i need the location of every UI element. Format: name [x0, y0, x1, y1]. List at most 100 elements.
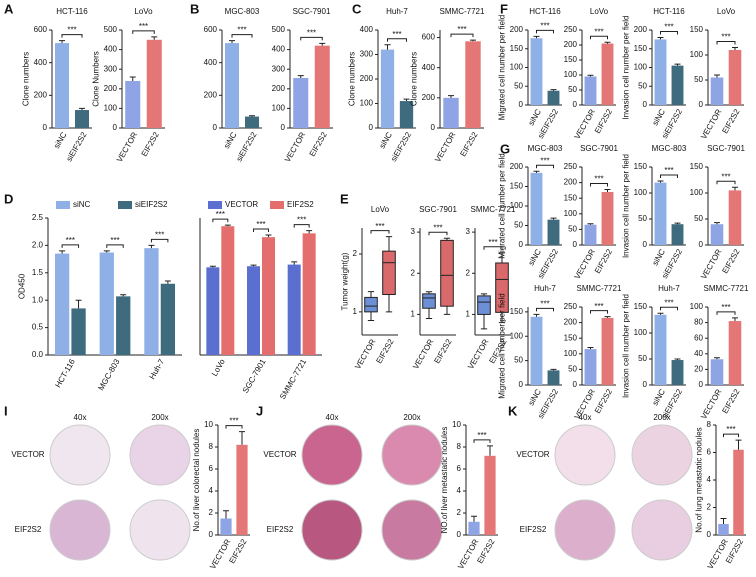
significance-bracket: [61, 244, 80, 248]
error-bar: [291, 261, 298, 265]
x-tick-label: siNC: [527, 107, 544, 127]
x-tick-label: siNC: [222, 130, 239, 150]
significance-label: ***: [664, 23, 673, 32]
y-tick-label: 150: [690, 162, 704, 171]
y-tick-label: 50: [694, 75, 703, 84]
y-axis-label: Invasion cell number per field: [621, 294, 630, 398]
significance-bracket: [150, 238, 169, 243]
bar: [671, 65, 684, 105]
y-tick-label: 6: [209, 464, 214, 473]
y-tick-label: 50: [568, 225, 577, 234]
significance-label: ***: [457, 25, 466, 34]
row-label: EIF2S2: [267, 525, 294, 534]
error-bar: [657, 180, 664, 183]
y-axis-label: Clone numbers: [347, 52, 356, 106]
bar: [530, 316, 543, 385]
bar: [601, 317, 614, 385]
y-tick-label: 0: [573, 240, 578, 249]
error-bar: [75, 299, 82, 309]
y-tick-label: 150: [564, 55, 578, 64]
error-bar: [239, 431, 245, 445]
y-axis-label: Clone numbers: [21, 52, 30, 106]
x-tick-label: siNC: [52, 130, 69, 150]
y-axis-label: Invasion cell number per field: [621, 15, 630, 119]
chart-title: HCT-116: [56, 7, 88, 16]
error-bar: [470, 39, 476, 42]
error-bar: [487, 445, 493, 456]
y-tick-label: 100: [360, 99, 374, 108]
legend-swatch: [56, 201, 70, 209]
bar: [99, 252, 114, 355]
bar: [584, 349, 597, 385]
significance-label: ***: [67, 26, 76, 35]
bar: [116, 296, 131, 355]
y-tick-label: 0: [699, 240, 704, 249]
significance-bracket: [387, 38, 407, 42]
bar: [125, 80, 141, 128]
y-tick-label: 150: [510, 44, 524, 53]
bar: [601, 191, 614, 245]
y-axis-label: Migrated cell number per field: [497, 15, 506, 120]
bar: [220, 518, 232, 535]
error-bar: [550, 368, 557, 371]
y-tick-label: 2: [457, 508, 462, 517]
y-tick-label: 2.5: [32, 213, 44, 222]
y-tick-label: 200: [272, 84, 286, 93]
significance-label: ***: [375, 222, 384, 231]
micrograph: [381, 499, 443, 561]
column-label: 40x: [74, 413, 87, 422]
legend-label: siNC: [73, 200, 91, 209]
error-bar: [306, 230, 313, 234]
micrograph: [301, 424, 363, 486]
column-label: 40x: [326, 413, 339, 422]
significance-label: ***: [721, 33, 730, 42]
y-tick-label: 200: [510, 25, 524, 34]
error-bar: [265, 234, 272, 238]
y-tick-label: 0.5: [32, 323, 44, 332]
bar: [443, 97, 459, 128]
x-tick-label: VECTOR: [411, 337, 436, 370]
row-label: EIF2S2: [15, 525, 42, 534]
y-tick-label: 3: [466, 227, 471, 236]
x-tick-label: EIF2S2: [140, 130, 161, 158]
y-tick-label: 300: [360, 50, 374, 59]
y-tick-label: 200: [34, 90, 48, 99]
significance-bracket: [483, 246, 503, 250]
bar: [547, 90, 560, 105]
significance-bracket: [231, 34, 253, 38]
panel-label: D: [4, 191, 13, 206]
x-tick-label: VECTOR: [208, 537, 233, 570]
error-bar: [604, 188, 611, 192]
y-tick-label: 150: [634, 44, 648, 53]
significance-bracket: [660, 306, 678, 311]
bar: [302, 233, 316, 355]
y-tick-label: 600: [422, 33, 436, 42]
bar: [247, 266, 261, 355]
micrograph: [554, 499, 616, 561]
significance-bracket: [716, 311, 736, 315]
y-tick-label: 10: [204, 420, 213, 429]
x-tick-label: VECTOR: [699, 387, 724, 420]
legend-swatch: [208, 201, 222, 209]
y-tick-label: 100: [564, 349, 578, 358]
y-tick-label: 2: [707, 503, 712, 512]
y-tick-label: 60: [694, 333, 703, 342]
y-tick-label: 2: [466, 268, 471, 277]
x-tick-label: SMMC-7721: [278, 357, 309, 401]
y-axis-label: Migrated cell number per field: [497, 153, 506, 258]
error-bar: [732, 47, 738, 50]
error-bar: [657, 312, 664, 315]
y-tick-label: 100: [510, 63, 524, 72]
error-bar: [604, 41, 611, 44]
x-tick-label: VECTOR: [699, 107, 724, 140]
y-tick-label: 2: [353, 249, 358, 258]
significance-bracket: [473, 439, 491, 443]
y-tick-label: 20: [694, 365, 703, 374]
significance-label: ***: [155, 231, 164, 240]
significance-label: ***: [594, 27, 603, 36]
bar: [468, 521, 480, 535]
y-tick-label: 150: [510, 307, 524, 316]
bar: [710, 224, 724, 245]
x-tick-label: EIF2S2: [308, 130, 329, 158]
